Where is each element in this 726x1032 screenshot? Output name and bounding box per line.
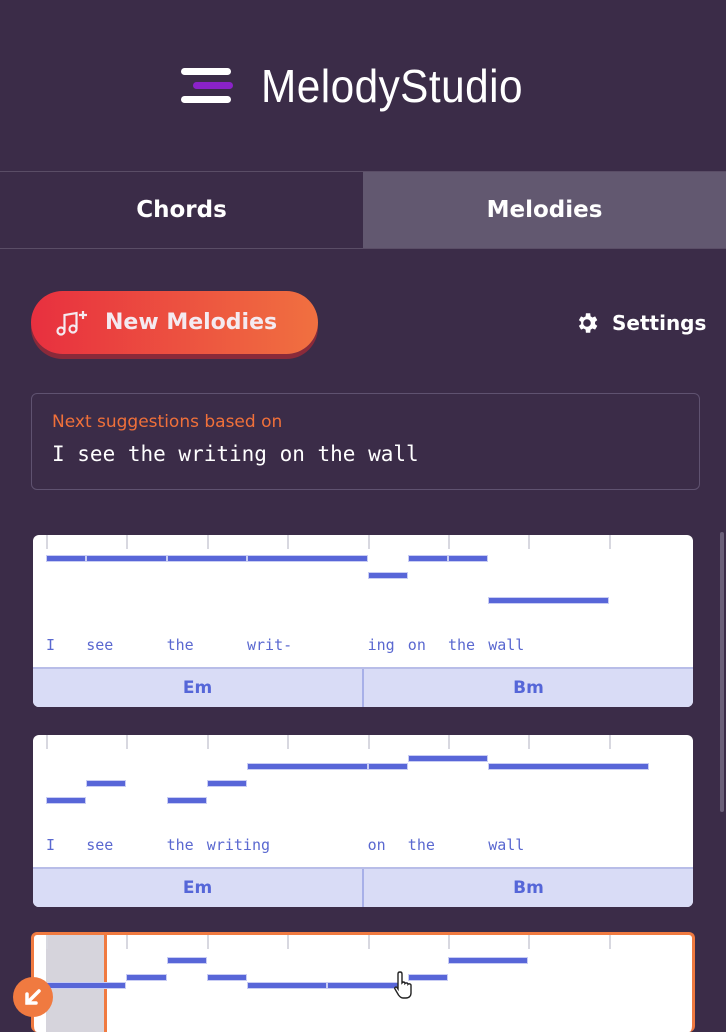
beat-tick [287, 735, 290, 749]
suggestion-label: Next suggestions based on [52, 412, 283, 432]
melody-note[interactable] [407, 555, 448, 562]
lyric-word: the [166, 836, 194, 854]
melody-note[interactable] [46, 797, 87, 804]
beat-tick [448, 735, 450, 749]
melody-note[interactable] [247, 555, 368, 562]
beat-tick [126, 935, 129, 949]
lyric-word: I [46, 836, 56, 854]
suggestion-box: Next suggestions based on I see the writ… [31, 393, 700, 490]
new-melodies-button[interactable]: New Melodies [31, 291, 318, 354]
new-melodies-label: New Melodies [105, 310, 278, 335]
lyric-word: see [86, 836, 114, 854]
melody-note[interactable] [247, 763, 368, 771]
melody-note[interactable] [86, 555, 167, 562]
beat-tick [448, 935, 450, 949]
lyric-word: on [367, 836, 386, 854]
collapse-button[interactable] [13, 977, 53, 1017]
melody-note[interactable] [488, 763, 649, 771]
lyric-word: I [46, 636, 56, 654]
logo-icon [180, 66, 233, 106]
chord-label: Em [182, 878, 213, 898]
suggestion-text: I see the writing on the wall [52, 442, 419, 466]
chord-bar: Em Bm [33, 867, 693, 907]
melody-note[interactable] [46, 555, 87, 562]
melody-note[interactable] [166, 797, 207, 804]
beat-tick [528, 735, 531, 749]
lyric-word: see [86, 636, 114, 654]
chord-label: Em [182, 678, 213, 698]
melody-note[interactable] [206, 780, 247, 788]
beat-tick [608, 935, 611, 949]
beat-tick [528, 935, 531, 949]
tab-melodies[interactable]: Melodies [363, 172, 726, 248]
beat-tick [126, 735, 129, 749]
beat-tick [367, 535, 370, 549]
melody-note[interactable] [367, 571, 408, 579]
beat-tick [528, 535, 531, 549]
beat-tick [46, 735, 48, 749]
lyric-word: the [448, 636, 476, 654]
chord-bar: Em Bm [33, 667, 693, 707]
beat-tick [206, 735, 209, 749]
melody-note[interactable] [247, 982, 328, 990]
beat-tick [46, 535, 48, 549]
beat-tick [206, 535, 209, 549]
beat-tick [367, 735, 370, 749]
beat-tick [206, 935, 209, 949]
settings-label: Settings [612, 311, 707, 335]
melody-note[interactable] [46, 982, 127, 990]
melody-note[interactable] [206, 973, 247, 981]
lyric-word: writ- [247, 636, 293, 654]
scrollbar[interactable] [720, 532, 724, 812]
beat-tick [448, 535, 450, 549]
lyric-word: ing [367, 636, 395, 654]
beat-tick [608, 535, 611, 549]
melody-note[interactable] [166, 555, 247, 562]
tab-chords[interactable]: Chords [136, 197, 227, 223]
lyric-word: the [407, 836, 435, 854]
melody-note[interactable] [448, 957, 529, 964]
beat-tick [287, 535, 290, 549]
lyric-word: on [407, 636, 426, 654]
gear-icon [578, 313, 598, 333]
beat-tick [287, 935, 290, 949]
settings-button[interactable]: Settings [574, 310, 706, 336]
tab-bar: Chords Melodies [0, 171, 726, 249]
melody-note[interactable] [407, 973, 448, 981]
lyric-word: wall [488, 836, 525, 854]
music-note-plus-icon [56, 310, 87, 336]
melody-card-selected[interactable] [31, 932, 695, 1032]
melody-note[interactable] [407, 755, 489, 762]
beat-tick [608, 735, 611, 749]
chord-label: Bm [362, 669, 693, 707]
lyric-word: writing [206, 836, 271, 854]
lyric-word: the [166, 636, 194, 654]
beat-tick [367, 935, 370, 949]
arrow-down-left-icon [25, 989, 41, 1005]
melody-note[interactable] [166, 957, 207, 964]
app-header: MelodyStudio [0, 0, 726, 171]
app-title: MelodyStudio [260, 59, 523, 112]
beat-tick [126, 535, 129, 549]
melody-note[interactable] [448, 555, 489, 562]
melody-note[interactable] [488, 597, 609, 604]
melody-note[interactable] [367, 763, 408, 771]
melody-note[interactable] [126, 973, 167, 981]
lyric-word: wall [488, 636, 525, 654]
beat-tick [46, 935, 48, 949]
chord-label: Bm [362, 869, 693, 907]
hand-cursor-icon [394, 971, 412, 999]
melody-note[interactable] [86, 780, 127, 788]
